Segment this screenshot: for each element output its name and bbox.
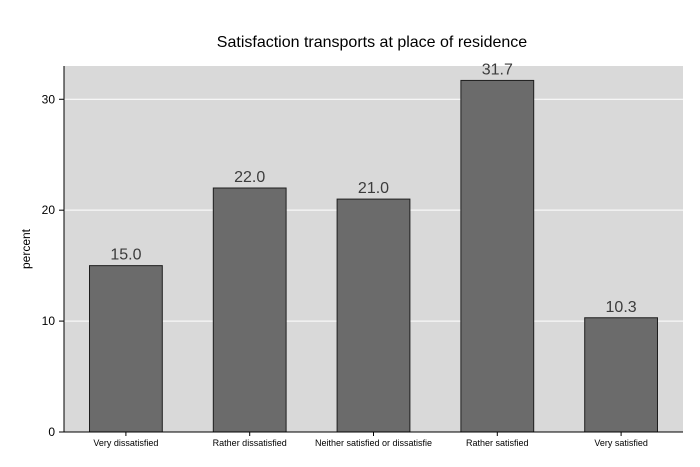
x-tick-label: Neither satisfied or dissatisfie (315, 438, 432, 448)
bar (89, 265, 163, 433)
bars (89, 79, 658, 433)
y-tick-label: 0 (48, 425, 55, 439)
bar (584, 317, 658, 433)
y-tick-label: 20 (42, 203, 56, 217)
data-label: 10.3 (606, 299, 637, 316)
chart-title: Satisfaction transports at place of resi… (217, 34, 527, 51)
x-tick-label: Rather dissatisfied (213, 438, 287, 448)
bar (336, 198, 411, 433)
x-tick-label: Very satisfied (594, 438, 648, 448)
data-label: 31.7 (482, 61, 513, 78)
data-label: 15.0 (110, 247, 141, 264)
y-tick-label: 30 (42, 92, 56, 106)
bar (212, 187, 287, 433)
y-axis-label: percent (19, 228, 33, 269)
x-axis-ticks: Very dissatisfied Rather dissatisfied Neit… (93, 432, 648, 448)
x-tick-label: Rather satisfied (466, 438, 529, 448)
data-label: 22.0 (234, 169, 265, 186)
bar (460, 79, 535, 433)
y-axis-ticks: 0 10 20 30 (42, 92, 64, 439)
data-labels: 15.0 22.0 21.0 31.7 10.3 (110, 61, 636, 315)
y-tick-label: 10 (42, 314, 56, 328)
x-tick-label: Very dissatisfied (93, 438, 158, 448)
data-label: 21.0 (358, 180, 389, 197)
